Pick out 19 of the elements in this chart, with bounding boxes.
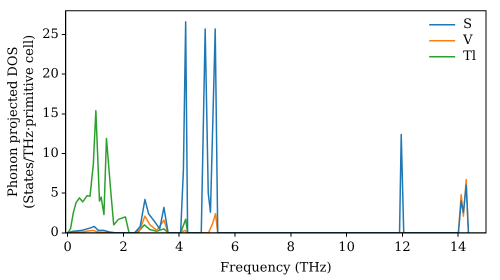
legend-label: S — [463, 17, 472, 32]
x-tick-label: 12 — [394, 240, 411, 255]
y-tick-label: 10 — [42, 146, 59, 161]
y-axis-title: Phonon projected DOS (States/THz·primitive cell) — [6, 34, 37, 209]
y-tick-label: 25 — [42, 26, 59, 42]
legend-label: V — [462, 33, 474, 48]
x-axis-title: Frequency (THz) — [220, 260, 332, 276]
x-tick-label: 6 — [230, 240, 240, 255]
legend-label: Tl — [463, 49, 476, 64]
y-tick-label: 15 — [42, 106, 59, 122]
x-tick-label: 14 — [450, 240, 466, 255]
x-tick-label: 10 — [338, 240, 355, 255]
x-tick-label: 4 — [175, 240, 184, 255]
x-tick-label: 0 — [64, 240, 72, 255]
x-tick-label: 2 — [119, 240, 128, 255]
x-tick-label: 8 — [286, 240, 295, 255]
y-tick-label: 5 — [50, 186, 59, 201]
y-tick-label: 0 — [50, 225, 59, 240]
y-tick-label: 20 — [42, 66, 59, 82]
